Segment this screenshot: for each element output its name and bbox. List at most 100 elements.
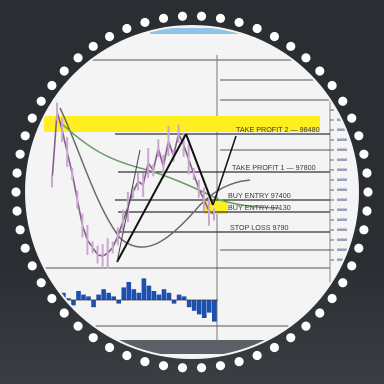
ring-dot	[338, 278, 348, 288]
ring-dot	[140, 356, 150, 367]
ring-dot	[359, 149, 369, 159]
moving-average-fast	[59, 121, 281, 209]
ring-dot	[59, 66, 69, 76]
ring-dot	[269, 31, 280, 42]
ring-dot	[269, 342, 280, 353]
ring-dot	[158, 361, 169, 371]
axis-tick-label	[337, 198, 347, 201]
axis-tick-label	[337, 218, 347, 221]
ring-dot	[347, 261, 357, 271]
ring-dot	[27, 261, 37, 271]
ring-dot	[354, 243, 364, 253]
oscillator-bar	[161, 289, 167, 300]
ring-dot	[15, 225, 25, 235]
ring-dot	[177, 11, 188, 21]
oscillator-bar	[71, 300, 76, 306]
highlight-take-profit-2	[44, 116, 320, 132]
level-label: TAKE PROFIT 1 — 97800	[232, 163, 316, 172]
ring-dot	[286, 41, 296, 51]
ring-dot	[327, 293, 337, 304]
level-labels: TAKE PROFIT 2 — 98480 TAKE PROFIT 1 — 978…	[228, 125, 320, 232]
level-label: TAKE PROFIT 2 — 98480	[236, 125, 320, 134]
plate-background	[25, 25, 359, 359]
ring-dot	[140, 17, 150, 28]
ring-dot	[196, 11, 207, 21]
projection-line	[212, 135, 237, 206]
axis-tick-label	[337, 248, 347, 251]
axis-tick-label	[337, 238, 347, 241]
ring-dot	[122, 350, 132, 361]
oscillator-bar	[212, 300, 217, 322]
ring-dot	[36, 96, 46, 106]
ring-dot	[158, 13, 169, 23]
oscillator-bar	[156, 294, 162, 300]
oscillator-bar	[56, 300, 61, 304]
trend-line-up	[116, 133, 187, 263]
ring-dot	[252, 350, 262, 361]
axis-tick-label	[337, 138, 347, 141]
ring-dot	[15, 149, 25, 159]
oscillator-bar	[136, 292, 142, 300]
axis-tick-label	[337, 158, 347, 161]
oscillator-bar	[196, 300, 202, 315]
oscillator-bar	[151, 291, 157, 300]
ring-dot	[177, 363, 188, 373]
oscillator-bar	[96, 294, 101, 300]
oscillator-bar	[76, 291, 81, 300]
oscillator-bar	[91, 300, 96, 308]
ring-dot	[47, 293, 57, 304]
ring-dot	[73, 53, 83, 63]
axis-tick-label	[337, 208, 347, 211]
oscillator-bar	[131, 289, 137, 300]
ring-dot	[73, 321, 83, 331]
oscillator-bar	[121, 287, 127, 300]
level-label: STOP LOSS 9790	[230, 223, 288, 232]
level-label: BUY ENTRY 97400	[228, 191, 291, 200]
ring-dot	[104, 31, 115, 42]
oscillator-bar	[86, 296, 91, 300]
price-chart: TAKE PROFIT 2 — 98480 TAKE PROFIT 1 — 978…	[30, 28, 357, 354]
ring-dot	[315, 308, 325, 318]
oscillator-bar	[176, 294, 182, 300]
ring-dot	[47, 80, 57, 91]
ring-dot	[12, 168, 22, 178]
ring-dot	[327, 80, 337, 91]
oscillator-bar	[146, 285, 152, 300]
axis-tick-label	[337, 148, 347, 151]
oscillator-bar	[206, 300, 212, 313]
oscillator-bar	[186, 300, 192, 308]
axis-tick-label	[337, 108, 347, 111]
oscillator-bar	[116, 300, 122, 304]
ring-dot	[196, 363, 207, 373]
axis-tick-label	[337, 128, 347, 131]
ring-dot	[252, 23, 262, 34]
ring-dot	[362, 168, 372, 178]
ring-dot	[59, 308, 69, 318]
ring-dot	[301, 321, 311, 331]
ring-dot	[215, 13, 226, 23]
oscillator-bar	[101, 289, 106, 300]
ring-dot	[27, 113, 37, 123]
ring-dot	[286, 333, 296, 343]
ring-dot	[315, 66, 325, 76]
ring-dot	[347, 113, 357, 123]
ring-dot	[359, 225, 369, 235]
ring-dot	[354, 131, 364, 141]
ring-dot	[104, 342, 115, 353]
bottom-window-bar	[60, 340, 330, 354]
ring-dot	[88, 41, 98, 51]
ring-dot	[215, 361, 226, 371]
ring-dot	[362, 206, 372, 216]
axis-tick-label	[337, 188, 347, 191]
ring-dot	[234, 17, 244, 28]
ring-dot	[88, 333, 98, 343]
ring-dot	[338, 96, 348, 106]
axis-tick-label	[337, 228, 347, 231]
ring-dot	[11, 187, 21, 197]
oscillator-bar	[66, 298, 71, 300]
oscillator-bar	[166, 292, 172, 300]
ring-dot	[122, 23, 132, 34]
level-label: BUY ENTRY 97130	[228, 203, 291, 212]
ring-dot	[20, 243, 30, 253]
ring-dot	[363, 187, 373, 197]
